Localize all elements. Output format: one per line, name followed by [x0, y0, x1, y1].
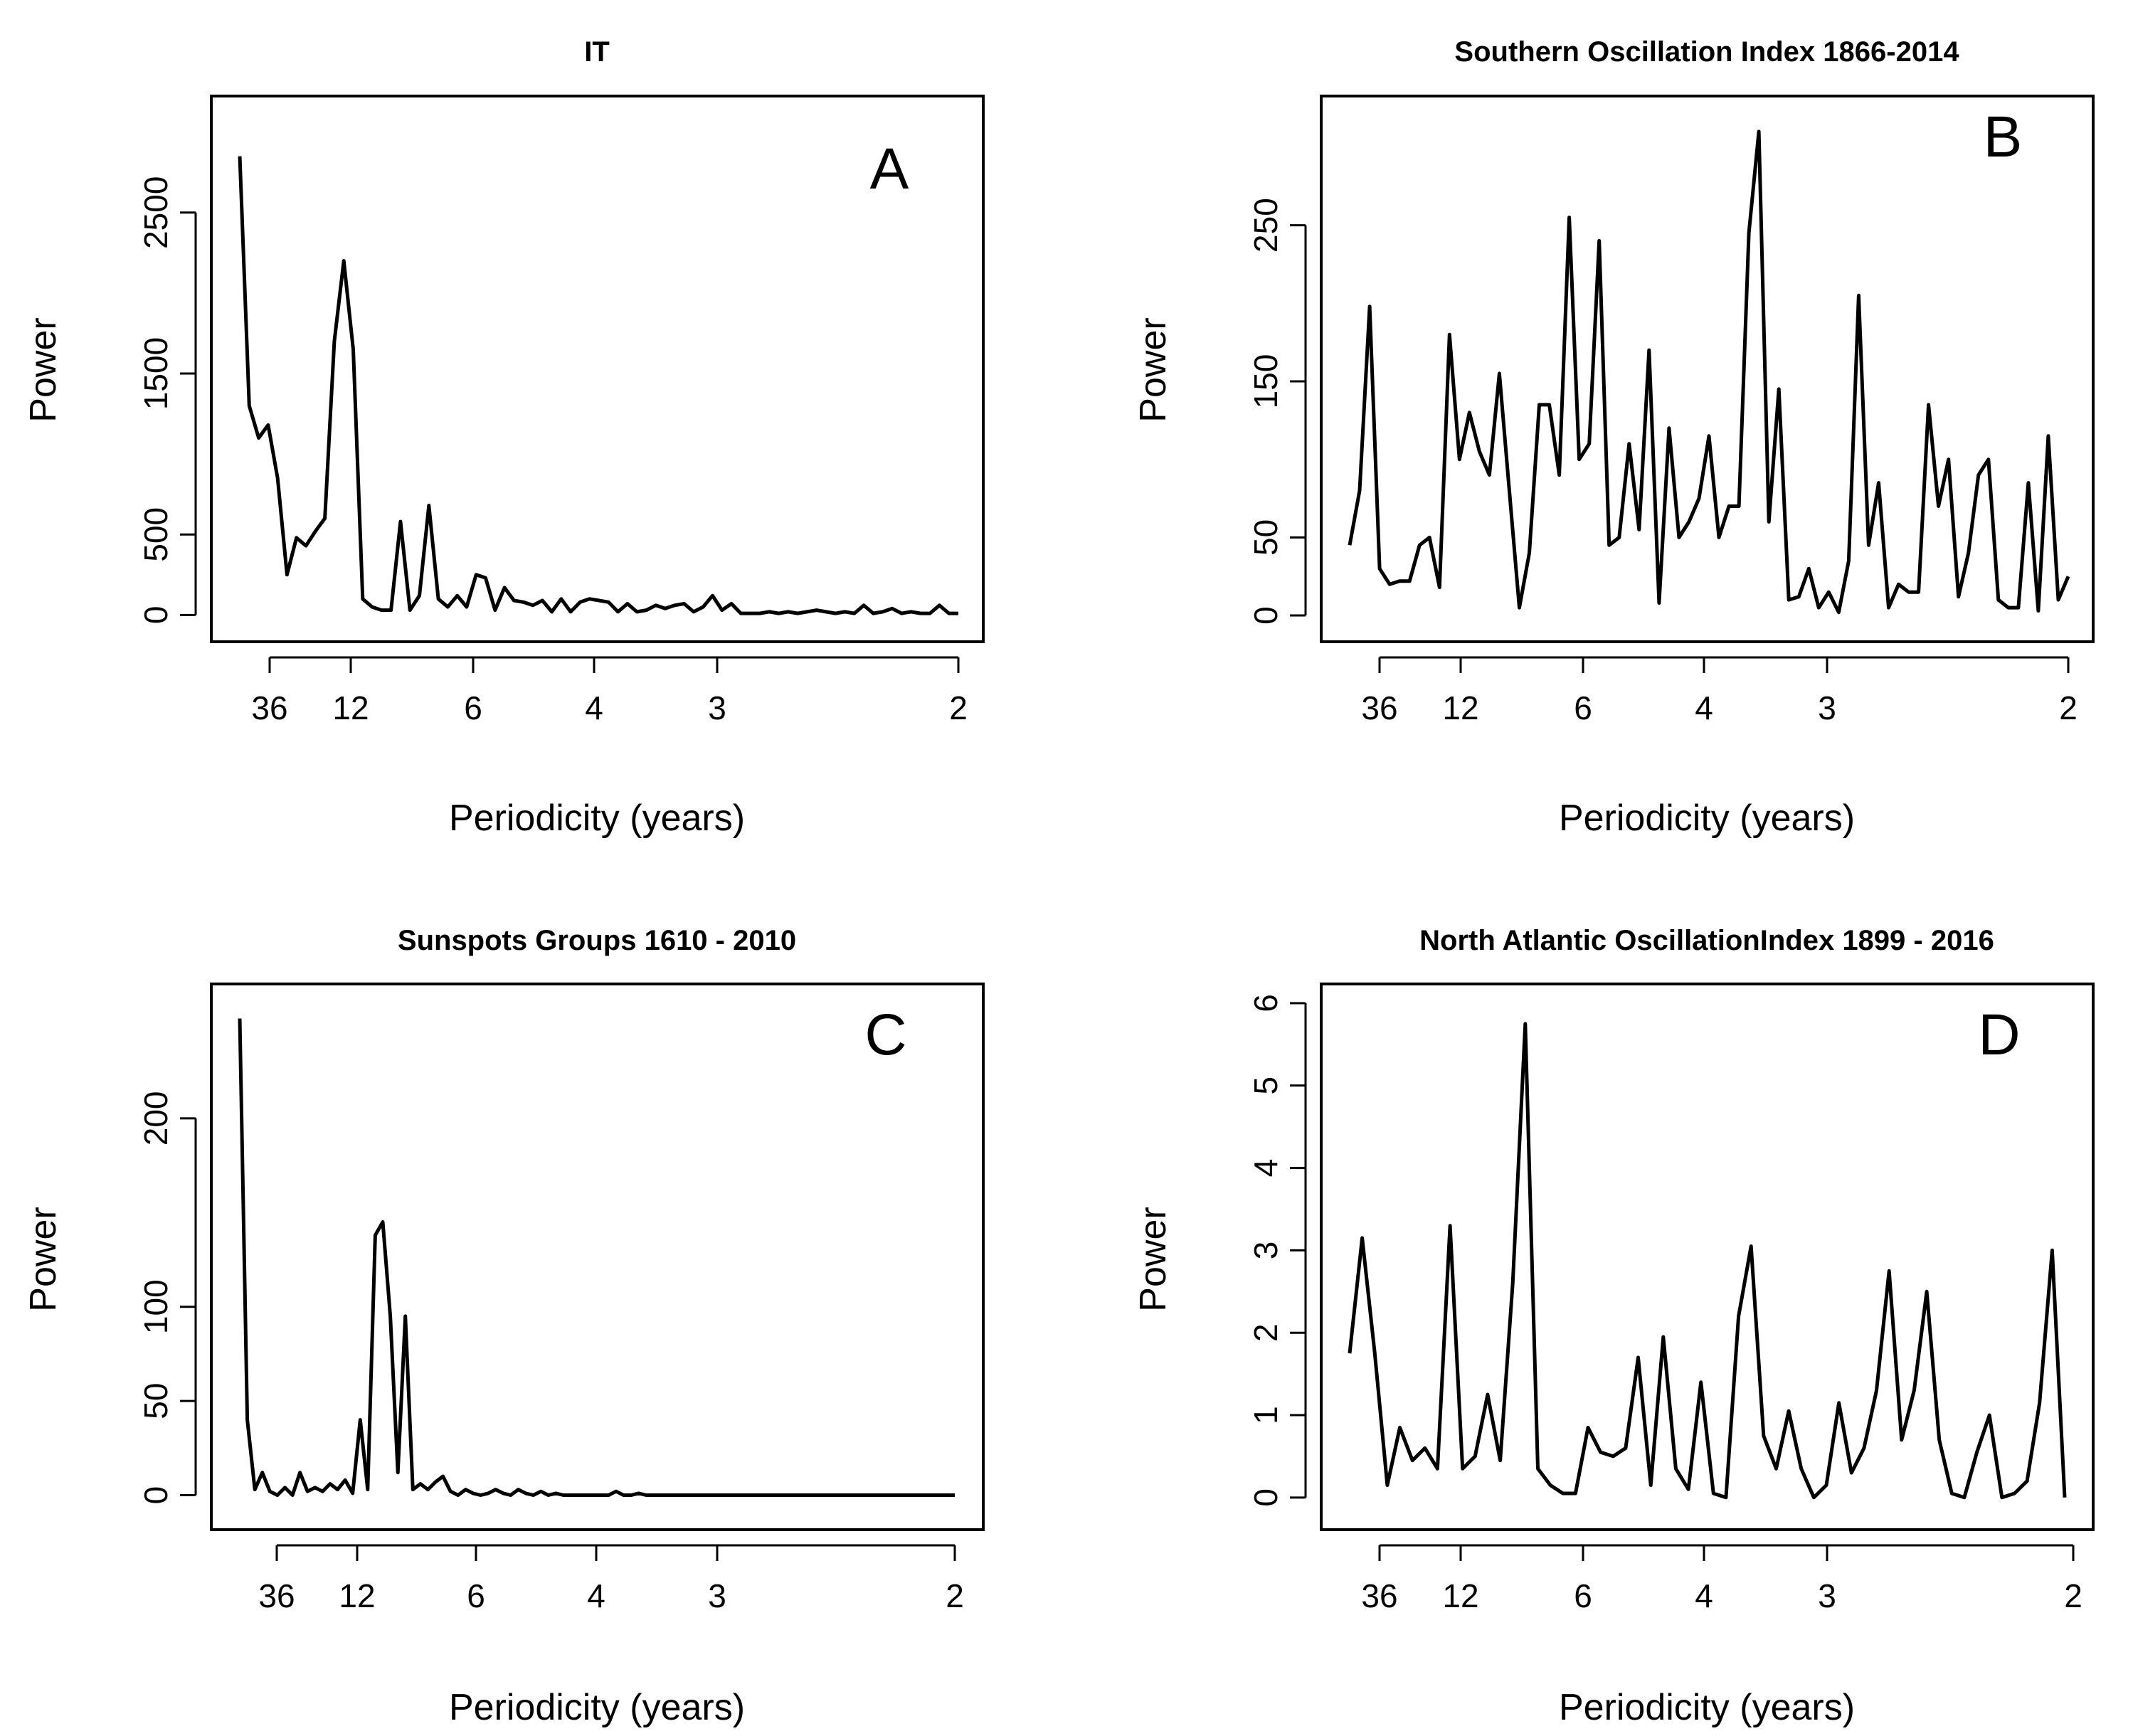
panel-b-x-tick-label: 3: [1818, 689, 1836, 726]
panel-a-x-tick-label: 4: [585, 689, 603, 726]
panel-a-x-tick-label: 6: [464, 689, 482, 726]
panel-a-frame: [210, 95, 985, 643]
panel-c-series-line: [238, 1018, 955, 1497]
panel-d-x-label: Periodicity (years): [1559, 1687, 1855, 1728]
panel-b-x-axis: 36 12 6 4 3 2: [1361, 656, 2078, 726]
panel-a-y-tick-label: 1500: [137, 337, 174, 410]
panel-d-y-tick-label: 0: [1247, 1488, 1284, 1507]
panel-b-series-line: [1348, 129, 2070, 615]
panel-a-x-tick-label: 3: [708, 689, 726, 726]
panel-d-frame: [1320, 983, 2095, 1531]
panel-c-x-tick-label: 36: [258, 1577, 295, 1614]
panel-c-x-tick-label: 2: [946, 1577, 964, 1614]
panel-a-x-axis: 36 12 6 4 3 2: [251, 656, 968, 726]
panel-a-series-line: [238, 156, 958, 615]
panel-d-y-tick-label: 6: [1247, 994, 1284, 1012]
panel-b-y-axis: 0 50 150 250: [1247, 198, 1307, 625]
panel-b-x-tick-label: 36: [1361, 689, 1397, 726]
panel-d-x-axis: 36 12 6 4 3 2: [1361, 1544, 2082, 1614]
panel-b-letter: B: [1984, 105, 2023, 169]
panel-b-x-tick-label: 6: [1574, 689, 1592, 726]
panel-b-frame: [1320, 95, 2095, 643]
panel-c-y-tick-label: 50: [137, 1383, 174, 1419]
panel-a-title: IT: [584, 36, 610, 68]
panel-d-y-axis: 0 1 2 3 4 5 6: [1247, 994, 1307, 1507]
panel-c-x-tick-label: 3: [708, 1577, 726, 1614]
panel-c: Sunspots Groups 1610 - 2010 C 36 12 6 4 3 2 0…: [23, 925, 985, 1728]
panel-d-y-tick-label: 1: [1247, 1406, 1284, 1424]
panel-b-y-tick-label: 50: [1247, 519, 1284, 556]
panel-c-x-axis: 36 12 6 4 3 2: [258, 1544, 964, 1614]
panel-b-y-tick-label: 0: [1247, 606, 1284, 625]
panel-d-title: North Atlantic OscillationIndex 1899 - 2…: [1419, 925, 1994, 956]
panel-a: IT A 36 12 6 4 3 2 0 500 1500 2500 Periodicity (…: [23, 36, 985, 839]
panel-c-y-tick-label: 100: [137, 1279, 174, 1334]
panel-c-y-tick-label: 200: [137, 1091, 174, 1146]
panel-b-y-tick-label: 250: [1247, 198, 1284, 253]
panel-d-x-tick-label: 6: [1574, 1577, 1592, 1614]
panel-a-x-tick-label: 2: [949, 689, 968, 726]
panel-d: North Atlantic OscillationIndex 1899 - 2…: [1133, 925, 2095, 1728]
panel-b-y-label: Power: [1133, 317, 1174, 422]
panel-c-x-label: Periodicity (years): [449, 1687, 745, 1728]
panel-d-letter: D: [1978, 1002, 2020, 1067]
panel-b-x-tick-label: 12: [1442, 689, 1478, 726]
panel-b-x-tick-label: 2: [2059, 689, 2078, 726]
panel-b-y-tick-label: 150: [1247, 354, 1284, 409]
panel-d-series-line: [1348, 1022, 2067, 1500]
panel-c-y-axis: 0 50 100 200: [137, 1091, 197, 1505]
panel-d-y-tick-label: 3: [1247, 1242, 1284, 1260]
panel-d-y-label: Power: [1133, 1207, 1174, 1311]
panel-c-x-tick-label: 6: [467, 1577, 485, 1614]
panel-b-x-tick-label: 4: [1695, 689, 1713, 726]
panel-c-frame: [210, 983, 985, 1531]
panel-b: Southern Oscillation Index 1866-2014 B 3…: [1133, 36, 2095, 839]
panel-c-x-tick-label: 4: [587, 1577, 605, 1614]
panel-d-x-tick-label: 2: [2064, 1577, 2082, 1614]
panel-a-y-tick-label: 500: [137, 507, 174, 562]
panel-c-title: Sunspots Groups 1610 - 2010: [398, 925, 796, 956]
panel-c-letter: C: [864, 1002, 906, 1067]
panel-d-x-tick-label: 3: [1818, 1577, 1836, 1614]
panel-a-y-tick-label: 2500: [137, 176, 174, 249]
panel-b-title: Southern Oscillation Index 1866-2014: [1454, 36, 1959, 68]
panel-d-x-tick-label: 12: [1442, 1577, 1478, 1614]
panel-d-x-tick-label: 36: [1361, 1577, 1397, 1614]
panel-d-x-tick-label: 4: [1695, 1577, 1713, 1614]
panel-a-y-axis: 0 500 1500 2500: [137, 176, 197, 625]
panel-a-y-label: Power: [23, 317, 64, 422]
panel-b-x-label: Periodicity (years): [1559, 798, 1855, 839]
panel-d-y-tick-label: 2: [1247, 1323, 1284, 1342]
panel-c-y-tick-label: 0: [137, 1486, 174, 1505]
panel-a-x-tick-label: 36: [251, 689, 287, 726]
panel-a-x-tick-label: 12: [332, 689, 369, 726]
panel-c-x-tick-label: 12: [339, 1577, 375, 1614]
panel-d-y-tick-label: 5: [1247, 1076, 1284, 1095]
panel-d-y-tick-label: 4: [1247, 1159, 1284, 1177]
panel-a-letter: A: [870, 137, 909, 201]
panel-a-y-tick-label: 0: [137, 606, 174, 625]
panel-a-x-label: Periodicity (years): [449, 798, 745, 839]
panel-c-y-label: Power: [23, 1207, 64, 1311]
